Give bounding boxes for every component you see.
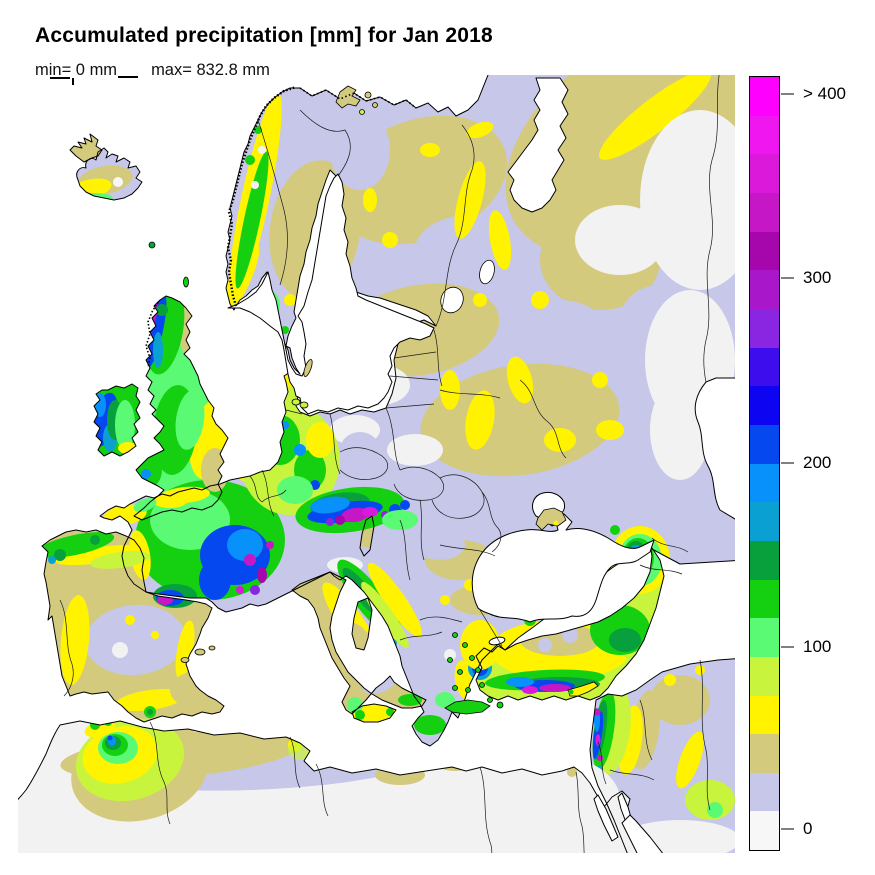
colorbar-band [750, 270, 779, 309]
faroe-islands [148, 241, 156, 249]
colorbar-tick-mark [781, 92, 794, 95]
gulf-of-suez [593, 794, 619, 842]
page-title: Accumulated precipitation [mm] for Jan 2… [35, 24, 493, 47]
colorbar-band [750, 811, 779, 851]
colorbar-tick-label: 200 [803, 452, 832, 472]
colorbar-band [750, 772, 779, 812]
max-value-label: max= 832.8 mm [151, 61, 270, 79]
colorbar-band [750, 77, 779, 116]
min-value-label: min= 0 mm [35, 61, 118, 79]
colorbar-tick-mark [781, 461, 794, 464]
cyprus [567, 681, 599, 697]
colorbar-band [750, 734, 779, 773]
colorbar-tick-label: 0 [803, 818, 813, 838]
small-islands [148, 85, 599, 715]
colorbar-band [750, 463, 779, 503]
colorbar-ticks: > 400 300 200 100 0 [781, 76, 871, 849]
colorbar-band [750, 540, 779, 580]
colorbar-band [750, 502, 779, 541]
crimea [535, 507, 567, 531]
colorbar-band [750, 154, 779, 193]
colorbar-band [750, 695, 779, 735]
lake-ladoga [440, 286, 464, 314]
colorbar-band [750, 308, 779, 348]
colorbar-tick-mark [781, 276, 794, 279]
colorbar-band [750, 347, 779, 387]
fjord-coast-decoration [50, 76, 417, 369]
colorbar-band [750, 618, 779, 657]
svalbard [335, 85, 361, 109]
colorbar-tick-label: > 400 [803, 83, 847, 103]
aegean-islands [447, 632, 504, 709]
colorbar-tick-label: 300 [803, 267, 832, 287]
colorbar-tick-label: 100 [803, 637, 832, 657]
red-sea [621, 814, 664, 853]
black-sea [471, 509, 655, 623]
colorbar [749, 76, 780, 851]
gotland [303, 359, 313, 377]
colorbar-band [750, 579, 779, 619]
country-borders [59, 75, 720, 853]
colorbar-band [750, 192, 779, 232]
crete [444, 699, 491, 715]
shetland [183, 276, 189, 288]
europe-precipitation-map [18, 75, 735, 853]
min-max-stats: min= 0 mm max= 832.8 mm [35, 61, 270, 80]
baltic-sea [227, 173, 435, 415]
lake-onega [479, 259, 495, 285]
colorbar-band [750, 386, 779, 425]
ural-river [703, 75, 720, 383]
colorbar-tick-mark [781, 827, 794, 830]
nile-river [575, 771, 585, 853]
colorbar-band [750, 424, 779, 464]
colorbar-band [750, 231, 779, 271]
colorbar-band [750, 115, 779, 155]
white-sea [507, 77, 569, 213]
colorbar-band [750, 656, 779, 696]
caspian-sea [694, 377, 735, 520]
colorbar-tick-mark [781, 646, 794, 649]
sea-of-marmara [488, 636, 506, 646]
balearic-islands [180, 645, 216, 663]
